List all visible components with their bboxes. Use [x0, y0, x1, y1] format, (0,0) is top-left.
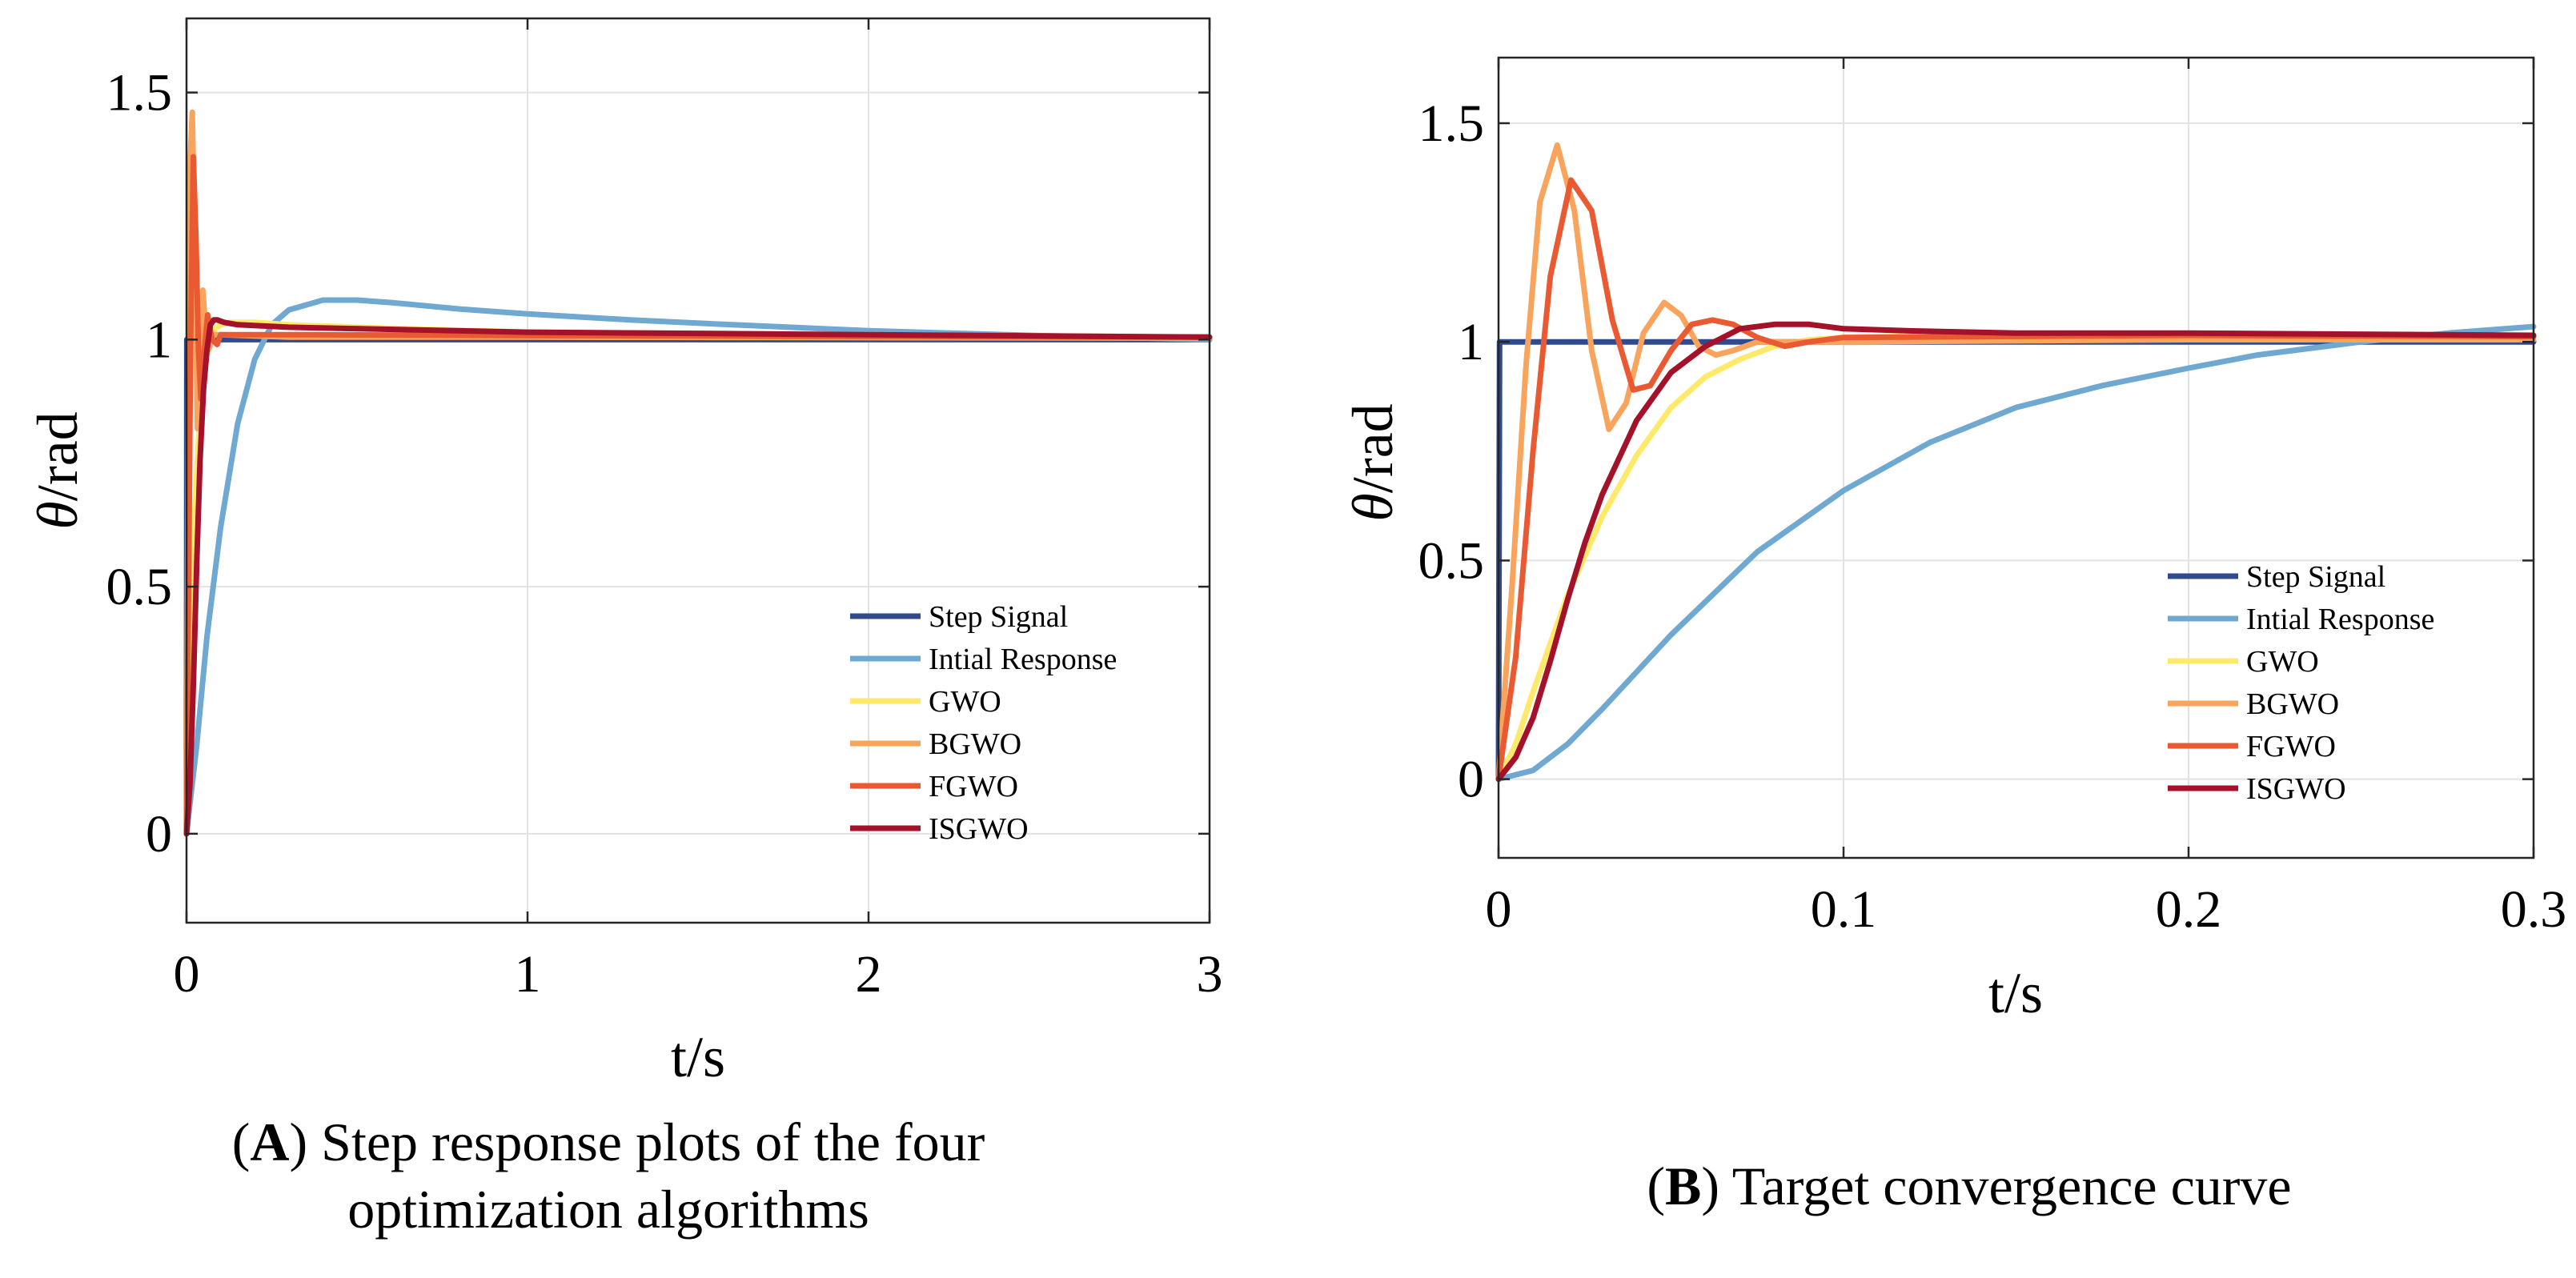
- axes-frame: [1497, 56, 2535, 859]
- legend-label: GWO: [929, 685, 1001, 719]
- series-line-isgwo: [1495, 321, 2537, 783]
- legend-label: Step Signal: [929, 600, 1068, 634]
- legend: Step Signal Intial Response GWO BGWO FGWO ISG…: [2168, 560, 2434, 806]
- x-axis-label: t/s: [1988, 961, 2043, 1025]
- y-axis-label-unit: /rad: [26, 411, 90, 501]
- x-tick-label: 0.1: [1811, 880, 1877, 939]
- y-tick-label: 1.5: [106, 64, 173, 122]
- y-tick-label: 0.5: [1418, 531, 1485, 590]
- legend-label: ISGWO: [2246, 772, 2346, 806]
- legend-label: Step Signal: [2246, 560, 2385, 594]
- y-tick-label: 0: [146, 805, 172, 863]
- x-tick-label: 0.2: [2156, 880, 2222, 939]
- y-tick-label: 1.5: [1418, 94, 1485, 153]
- x-tick-label: 1: [515, 945, 541, 1004]
- y-tick-label: 1: [146, 310, 172, 369]
- legend-label: Intial Response: [2246, 603, 2434, 636]
- y-axis-label-symbol: θ: [1341, 493, 1405, 521]
- plot-area: [1499, 58, 2534, 858]
- caption-b-letter: B: [1665, 1156, 1702, 1216]
- legend-label: FGWO: [2246, 730, 2336, 763]
- legend-label: ISGWO: [929, 812, 1029, 846]
- series-line-fgwo: [1495, 177, 2537, 783]
- x-tick-label: 0: [174, 945, 200, 1004]
- x-axis-label: t/s: [671, 1025, 725, 1089]
- x-tick-label: 2: [856, 945, 882, 1004]
- caption-a: (A) Step response plots of the four opti…: [144, 1108, 1073, 1243]
- series-line-intial-response: [1495, 323, 2537, 783]
- y-axis-label: θ/rad: [1341, 403, 1405, 521]
- y-axis-label-symbol: θ: [26, 501, 90, 529]
- plot-area: [187, 18, 1210, 923]
- y-tick-label: 1: [1458, 313, 1484, 371]
- series-line-isgwo: [183, 317, 1213, 837]
- y-axis-label: θ/rad: [26, 411, 90, 529]
- x-tick-label: 3: [1197, 945, 1223, 1004]
- x-tick-label: 0.3: [2501, 880, 2567, 939]
- caption-a-letter: A: [250, 1112, 290, 1172]
- caption-a-line2: optimization algorithms: [347, 1179, 869, 1240]
- legend-label: FGWO: [929, 770, 1018, 803]
- x-tick-label: 0: [1486, 880, 1512, 939]
- series-line-bgwo: [1495, 142, 2537, 783]
- y-tick-label: 0: [1458, 751, 1484, 809]
- y-axis-label-unit: /rad: [1341, 403, 1405, 493]
- chart-panel-b: 0 0.1 0.2 0.3 0 0.5 1 1.5 t/s θ/rad Step Signal Int…: [1341, 56, 2567, 1025]
- series-line-intial-response: [183, 297, 1213, 837]
- y-tick-label: 0.5: [106, 558, 173, 616]
- caption-a-line1: ) Step response plots of the four: [289, 1112, 985, 1172]
- legend-label: BGWO: [2246, 687, 2339, 721]
- legend: Step Signal Intial Response GWO BGWO FGWO ISG…: [850, 600, 1117, 846]
- chart-panel-a: 0 1 2 3 0 0.5 1 1.5 t/s θ/rad Step Signal Intial Re…: [26, 17, 1223, 1089]
- legend-label: BGWO: [929, 727, 1021, 761]
- legend-label: GWO: [2246, 645, 2319, 679]
- legend-label: Intial Response: [929, 643, 1117, 676]
- caption-b: (B) Target convergence curve: [1647, 1156, 2292, 1216]
- caption-b-line1: ) Target convergence curve: [1701, 1156, 2292, 1216]
- axes-frame: [185, 17, 1211, 924]
